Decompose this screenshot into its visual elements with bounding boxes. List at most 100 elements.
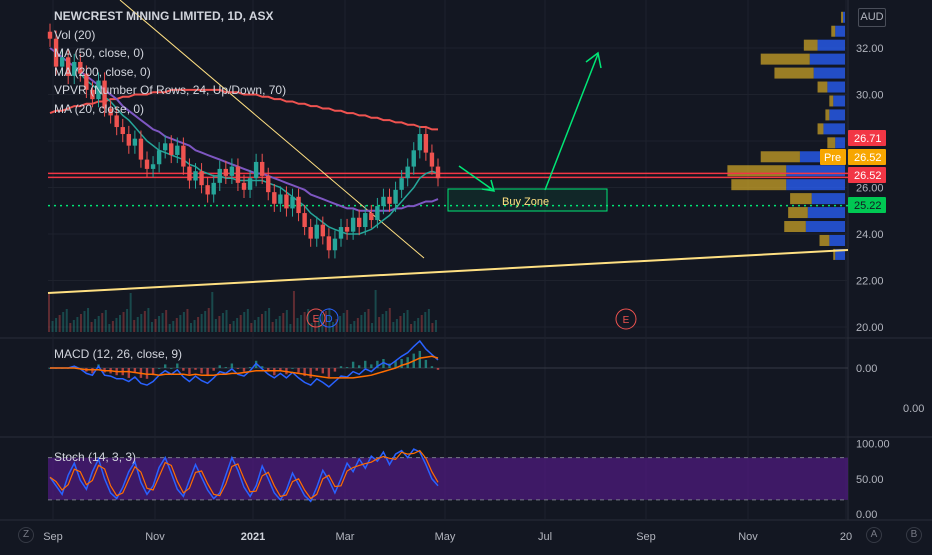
volume-bar bbox=[115, 318, 118, 332]
macd-legend[interactable]: MACD (12, 26, close, 9) bbox=[54, 347, 183, 361]
volume-bar bbox=[250, 323, 253, 332]
candle-body bbox=[120, 127, 125, 135]
candle-body bbox=[199, 171, 204, 186]
vp-up-bar bbox=[823, 123, 845, 135]
macd-histogram-bar bbox=[230, 363, 234, 368]
volume-bar bbox=[434, 320, 437, 332]
candle-body bbox=[138, 138, 144, 160]
candle-body bbox=[247, 178, 253, 190]
stoch-legend[interactable]: Stoch (14, 3, 3) bbox=[54, 450, 137, 464]
badge-pre: 26.52 bbox=[854, 152, 882, 164]
legend-vpvr[interactable]: VPVR (Number Of Rows, 24, Up/Down, 70) bbox=[54, 83, 287, 97]
macd-histogram-bar bbox=[327, 368, 331, 377]
vp-up-bar bbox=[805, 221, 845, 233]
volume-bar bbox=[225, 310, 228, 332]
candle-body bbox=[241, 182, 247, 190]
bottom-right-button[interactable]: B bbox=[906, 527, 922, 543]
vp-up-bar bbox=[835, 25, 845, 37]
candle-body bbox=[253, 161, 259, 179]
candle-body bbox=[217, 168, 222, 183]
volume-bar bbox=[182, 312, 185, 332]
volume-bar bbox=[48, 294, 50, 332]
badge-high-bg bbox=[848, 130, 886, 146]
ma200-line bbox=[49, 88, 438, 131]
y-tick-label: 26.00 bbox=[856, 183, 884, 195]
candle-body bbox=[126, 134, 132, 146]
macd-histogram-bar bbox=[260, 366, 264, 368]
volume-bar bbox=[236, 318, 239, 332]
volume-bar bbox=[378, 317, 381, 332]
volume-bar bbox=[363, 312, 366, 332]
candle-body bbox=[114, 115, 119, 128]
volume-bar bbox=[90, 322, 93, 332]
macd-histogram-bar bbox=[394, 360, 397, 368]
dividend-marker-label: D bbox=[325, 314, 332, 325]
y-tick-label: 22.00 bbox=[856, 276, 884, 288]
volume-bar bbox=[385, 311, 388, 332]
volume-bar bbox=[261, 314, 263, 332]
macd-histogram-bar bbox=[315, 368, 318, 371]
vp-up-bar bbox=[829, 234, 845, 246]
volume-bar bbox=[335, 319, 338, 332]
y-tick-label: 32.00 bbox=[856, 43, 884, 55]
volume-bar bbox=[211, 292, 214, 332]
volume-bar bbox=[399, 316, 402, 332]
vp-down-bar bbox=[790, 193, 812, 205]
candle-body bbox=[187, 166, 192, 181]
macd-histogram-bar bbox=[430, 366, 434, 368]
volume-bar bbox=[246, 309, 249, 332]
vp-down-bar bbox=[817, 123, 824, 135]
vp-up-bar bbox=[809, 53, 845, 65]
y-tick-label: 30.00 bbox=[856, 90, 884, 102]
volume-profile bbox=[727, 11, 845, 260]
zoom-button[interactable]: Z bbox=[18, 527, 34, 543]
legend-ma20[interactable]: MA (20, close, 0) bbox=[54, 101, 145, 116]
volume-bar bbox=[371, 323, 374, 332]
candle-body bbox=[90, 89, 95, 100]
volume-bar bbox=[140, 314, 143, 332]
macd-histogram-bar bbox=[182, 368, 185, 371]
volume-bar bbox=[328, 308, 331, 332]
main-legend[interactable]: NEWCREST MINING LIMITED, 1D, ASX Vol (20… bbox=[54, 7, 286, 118]
volume-bar bbox=[321, 314, 324, 332]
candle-body bbox=[417, 134, 423, 151]
vp-down-bar bbox=[841, 11, 844, 23]
currency-button[interactable]: AUD bbox=[858, 8, 886, 27]
vp-down-bar bbox=[817, 81, 828, 93]
candle-body bbox=[175, 145, 180, 155]
volume-bar bbox=[410, 324, 413, 332]
target-arrow bbox=[544, 53, 599, 191]
candle-body bbox=[423, 134, 429, 153]
candle-body bbox=[314, 224, 319, 239]
volume-bar bbox=[275, 319, 278, 332]
legend-ma50[interactable]: MA (50, close, 0) bbox=[54, 46, 145, 60]
volume-bar bbox=[257, 317, 260, 332]
candle-body bbox=[132, 138, 138, 146]
volume-bar bbox=[285, 310, 288, 332]
volume-bar bbox=[289, 324, 292, 332]
volume-bar bbox=[97, 316, 100, 332]
x-tick-label: Jul bbox=[538, 531, 552, 543]
legend-vol[interactable]: Vol (20) bbox=[54, 27, 96, 42]
volume-bar bbox=[161, 313, 164, 332]
volume-bar bbox=[417, 318, 420, 332]
candle-body bbox=[193, 171, 198, 181]
earnings-marker bbox=[306, 308, 326, 328]
volume-bar bbox=[175, 318, 178, 332]
candle-body bbox=[65, 57, 71, 76]
auto-scale-button[interactable]: A bbox=[866, 527, 882, 543]
vp-up-bar bbox=[786, 179, 845, 191]
macd-histogram-bar bbox=[194, 368, 197, 370]
stoch-pane bbox=[48, 448, 848, 503]
volume-bar bbox=[342, 313, 345, 332]
symbol-title[interactable]: NEWCREST MINING LIMITED, 1D, ASX bbox=[54, 9, 274, 23]
volume-bar bbox=[353, 321, 356, 332]
legend-ma200[interactable]: MA (200, close, 0) bbox=[54, 64, 151, 79]
vp-up-bar bbox=[786, 165, 845, 177]
macd-histogram-bar bbox=[91, 368, 94, 374]
candle-body bbox=[78, 61, 83, 74]
macd-pane bbox=[48, 339, 848, 388]
